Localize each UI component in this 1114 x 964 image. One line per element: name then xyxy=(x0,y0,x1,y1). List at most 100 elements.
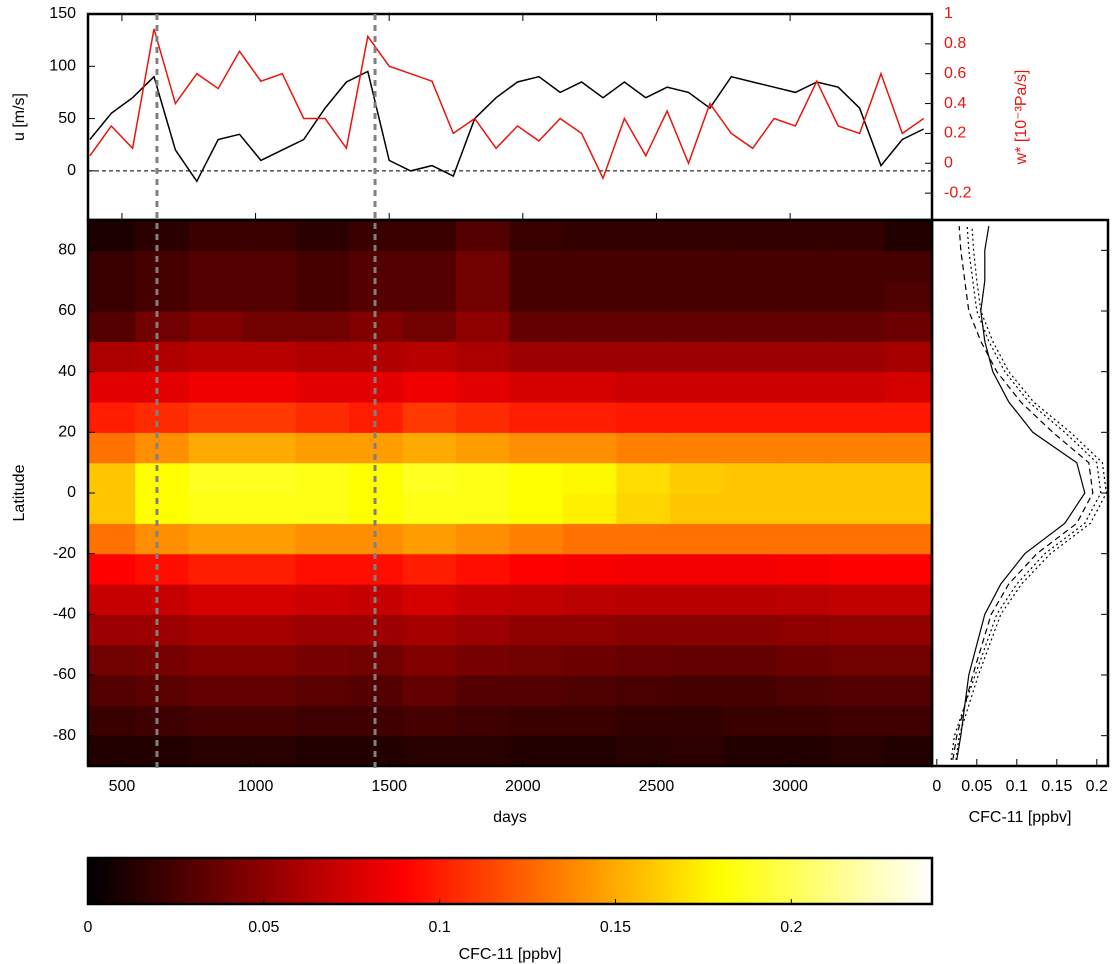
heatmap-cell xyxy=(349,402,404,433)
heatmap-cell xyxy=(776,705,831,737)
heatmap-cell xyxy=(776,735,831,766)
y2-tick-label: 0.4 xyxy=(944,95,966,112)
heatmap-cell xyxy=(776,371,831,403)
heatmap-cell xyxy=(883,493,932,524)
heatmap-cell xyxy=(295,280,350,312)
colorbar-tick-label: 0.1 xyxy=(429,919,451,936)
colorbar-label: CFC-11 [ppbv] xyxy=(459,946,562,963)
heatmap-cell xyxy=(883,553,932,585)
heatmap-cell xyxy=(830,250,885,282)
heatmap-cell xyxy=(88,432,136,464)
x-tick-label: 0 xyxy=(932,778,941,795)
x-axis-label: days xyxy=(493,809,527,826)
heatmap-cell xyxy=(509,432,564,464)
heatmap-cell xyxy=(723,341,778,373)
heatmap-cell xyxy=(242,280,297,312)
heatmap-cell xyxy=(669,735,724,766)
heatmap-cell xyxy=(456,280,511,312)
heatmap-cell xyxy=(402,341,457,373)
heatmap-cell xyxy=(883,462,932,494)
x-tick-label: 500 xyxy=(109,778,136,795)
heatmap-cell xyxy=(776,493,831,524)
heatmap-cell xyxy=(456,402,511,433)
heatmap-cell xyxy=(669,493,724,524)
heatmap-cell xyxy=(883,644,932,676)
heatmap-cell xyxy=(509,462,564,494)
heatmap-cell xyxy=(723,523,778,555)
heatmap-cell xyxy=(669,432,724,464)
heatmap-cell xyxy=(616,402,671,433)
heatmap-cell xyxy=(135,462,190,494)
heatmap-cell xyxy=(616,311,671,342)
heatmap-cell xyxy=(776,402,831,433)
heatmap-cell xyxy=(616,432,671,464)
heatmap-cell xyxy=(402,402,457,433)
heatmap-cell xyxy=(242,523,297,555)
heatmap-cell xyxy=(456,462,511,494)
heatmap-cell xyxy=(188,614,243,646)
heatmap-cell xyxy=(295,250,350,282)
heatmap-cell xyxy=(669,553,724,585)
top-plot-layer xyxy=(88,28,932,183)
heatmap-cell xyxy=(402,493,457,524)
y-tick-label: -20 xyxy=(53,545,76,562)
heatmap-cell xyxy=(509,341,564,373)
heatmap-cell xyxy=(242,341,297,373)
heatmap-cell xyxy=(88,311,136,342)
heatmap-cell xyxy=(509,553,564,585)
y2-tick-label: 0.8 xyxy=(944,35,966,52)
heatmap-cell xyxy=(830,432,885,464)
heatmap-cell xyxy=(456,735,511,766)
heatmap-cell xyxy=(402,705,457,737)
heatmap-cell xyxy=(188,432,243,464)
heatmap-cell xyxy=(402,553,457,585)
heatmap-cell xyxy=(562,735,617,766)
y-axis-label: u [m/s] xyxy=(11,93,28,141)
heatmap-cell xyxy=(349,371,404,403)
heatmap-cell xyxy=(135,432,190,464)
heatmap-cell xyxy=(295,462,350,494)
heatmap-cell xyxy=(616,553,671,585)
y-tick-label: -60 xyxy=(53,666,76,683)
heatmap-cell xyxy=(188,523,243,555)
heatmap-cell xyxy=(456,553,511,585)
heatmap-cell xyxy=(616,220,671,251)
heatmap-cell xyxy=(830,280,885,312)
heatmap-cell xyxy=(562,311,617,342)
heatmap-cell xyxy=(88,523,136,555)
heatmap-cell xyxy=(669,371,724,403)
heatmap-cell xyxy=(349,280,404,312)
profile-line xyxy=(950,226,1102,760)
heatmap-cell xyxy=(723,614,778,646)
heatmap-cell xyxy=(830,311,885,342)
heatmap-cell xyxy=(562,493,617,524)
x-axis-label: CFC-11 [ppbv] xyxy=(969,809,1072,826)
heatmap-cell xyxy=(402,220,457,251)
heatmap-cell xyxy=(456,523,511,555)
heatmap-cell xyxy=(135,493,190,524)
heatmap-cell xyxy=(88,220,136,251)
heatmap-cell xyxy=(723,584,778,615)
heatmap-cell xyxy=(669,280,724,312)
heatmap-cell xyxy=(88,250,136,282)
heatmap-cell xyxy=(188,644,243,676)
heatmap-cell xyxy=(402,432,457,464)
heatmap-cell xyxy=(135,523,190,555)
heatmap-cell xyxy=(295,493,350,524)
heatmap-cell xyxy=(242,493,297,524)
heatmap-cell xyxy=(509,311,564,342)
heatmap-cell xyxy=(456,311,511,342)
heatmap-cell xyxy=(883,371,932,403)
heatmap-cell xyxy=(456,675,511,706)
heatmap-cell xyxy=(242,675,297,706)
heatmap-cell xyxy=(562,220,617,251)
colorbar-tick-label: 0.05 xyxy=(248,919,279,936)
y2-tick-label: 0.6 xyxy=(944,65,966,82)
heatmap-cell xyxy=(723,553,778,585)
heatmap-cell xyxy=(830,614,885,646)
heatmap-cell xyxy=(616,584,671,615)
heatmap-cell xyxy=(562,644,617,676)
heatmap-cell xyxy=(88,705,136,737)
y-tick-label: 50 xyxy=(58,110,76,127)
